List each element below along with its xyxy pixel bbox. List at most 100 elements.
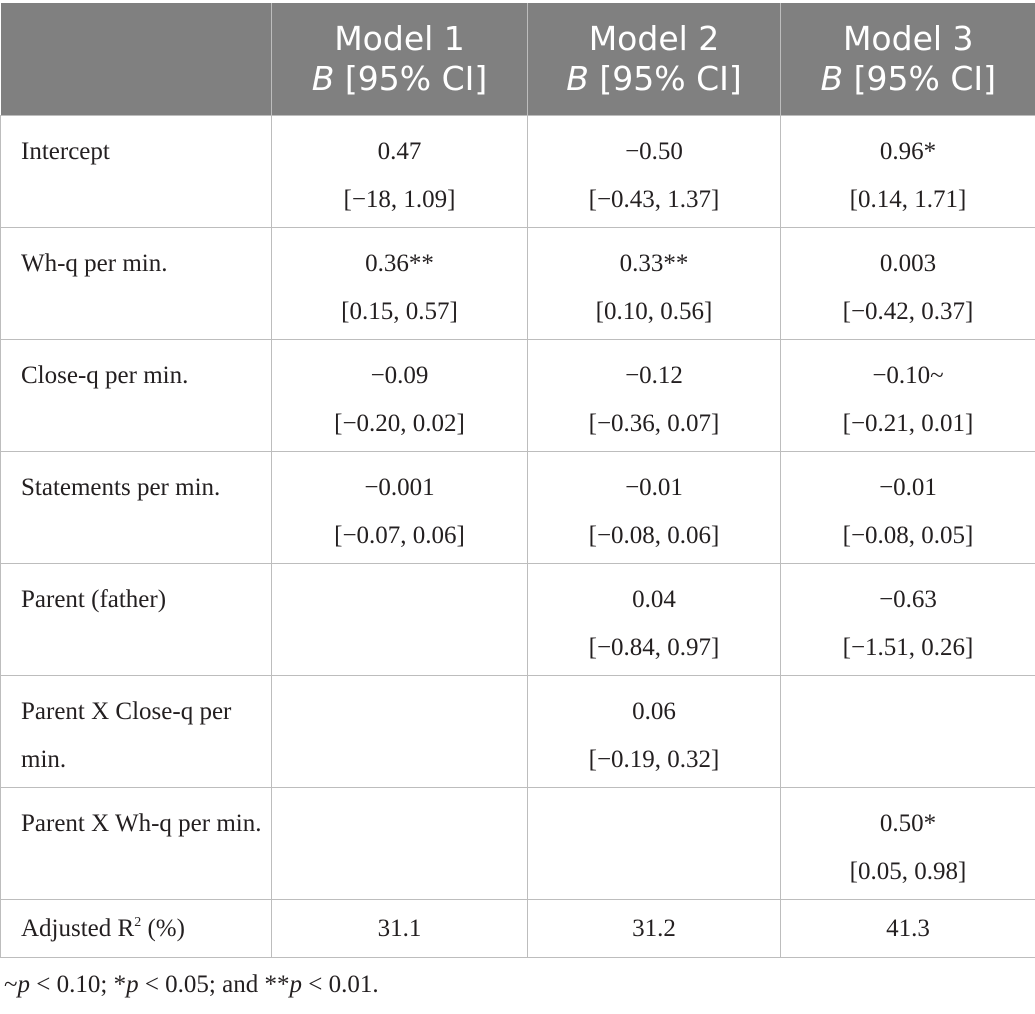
table-cell: −0.01 [−0.08, 0.06] — [527, 451, 781, 564]
table-cell: 0.50* [0.05, 0.98] — [780, 787, 1035, 900]
model-2-name: Model 2 — [588, 19, 720, 58]
footnote-p-symbol: p — [126, 971, 139, 998]
table-cell: 0.36** [0.15, 0.57] — [271, 227, 528, 340]
row-label: Parent X Wh-q per min. — [0, 787, 272, 900]
estimate: −0.01 — [625, 474, 683, 501]
estimate: 0.04 — [632, 586, 676, 613]
confidence-interval: [−0.20, 0.02] — [334, 410, 465, 437]
confidence-interval: [−0.42, 0.37] — [842, 298, 974, 325]
row-label: Adjusted R2 (%) — [0, 899, 272, 958]
table-cell — [271, 675, 528, 788]
confidence-interval: [−0.36, 0.07] — [588, 410, 720, 437]
r2-label-superscript: 2 — [134, 915, 142, 930]
table-cell — [271, 563, 528, 676]
footnote-text: < 0.05; and ** — [138, 971, 290, 998]
estimate: 0.36** — [365, 250, 434, 277]
confidence-interval: [−0.84, 0.97] — [588, 634, 720, 661]
row-label: Intercept — [0, 115, 272, 228]
estimate: 0.50* — [879, 810, 937, 837]
estimate: 0.96* — [879, 138, 937, 165]
table-cell: 0.96* [0.14, 1.71] — [780, 115, 1035, 228]
confidence-interval: [−0.07, 0.06] — [334, 522, 465, 549]
header-corner-cell — [0, 3, 272, 116]
r2-value-model-2: 31.2 — [527, 899, 781, 958]
model-3-stat-ci: [95% CI] — [853, 59, 996, 98]
estimate: −0.09 — [370, 362, 429, 389]
table-row: Wh-q per min. 0.36** [0.15, 0.57] 0.33** [… — [0, 227, 1035, 340]
estimate: −0.12 — [625, 362, 683, 389]
model-2-stat-symbol: B — [566, 59, 589, 98]
table-footnote: ~p < 0.10; *p < 0.05; and **p < 0.01. — [4, 970, 379, 1000]
confidence-interval: [−0.21, 0.01] — [842, 410, 974, 437]
table-cell: 0.33** [0.10, 0.56] — [527, 227, 781, 340]
footnote-p-symbol: p — [289, 971, 302, 998]
confidence-interval: [−0.08, 0.06] — [588, 522, 720, 549]
table-cell — [271, 787, 528, 900]
header-row: Model 1 B [95% CI] Model 2 B [95% CI] Mo… — [0, 3, 1035, 116]
model-2-stat: B [95% CI] — [528, 59, 780, 99]
estimate: 0.33** — [619, 250, 689, 277]
r2-label-suffix: (%) — [141, 915, 185, 942]
estimate: 0.06 — [632, 698, 676, 725]
table-cell: −0.09 [−0.20, 0.02] — [271, 339, 528, 452]
model-3-stat-symbol: B — [820, 59, 844, 98]
row-label: Statements per min. — [0, 451, 272, 564]
table-cell: 0.06 [−0.19, 0.32] — [527, 675, 781, 788]
table-cell: −0.10~ [−0.21, 0.01] — [780, 339, 1035, 452]
table-cell: −0.12 [−0.36, 0.07] — [527, 339, 781, 452]
confidence-interval: [0.14, 1.71] — [849, 186, 967, 213]
table-row: Close-q per min. −0.09 [−0.20, 0.02] −0.1… — [0, 339, 1035, 452]
estimate: −0.50 — [625, 138, 683, 165]
r2-value-model-1: 31.1 — [271, 899, 528, 958]
header-model-1: Model 1 B [95% CI] — [271, 3, 528, 116]
model-3-stat: B [95% CI] — [781, 59, 1035, 99]
confidence-interval: [−0.19, 0.32] — [588, 746, 720, 773]
footnote-tilde: ~ — [4, 971, 18, 998]
table-cell: −0.001 [−0.07, 0.06] — [271, 451, 528, 564]
model-2-stat-ci: [95% CI] — [599, 59, 742, 98]
confidence-interval: [−1.51, 0.26] — [842, 634, 974, 661]
header-model-3: Model 3 B [95% CI] — [780, 3, 1035, 116]
header-model-2: Model 2 B [95% CI] — [527, 3, 781, 116]
adjusted-r2-row: Adjusted R2 (%) 31.1 31.2 41.3 — [0, 899, 1035, 958]
estimate: −0.63 — [879, 586, 937, 613]
regression-table: Model 1 B [95% CI] Model 2 B [95% CI] Mo… — [0, 3, 1035, 958]
table-cell: 0.003 [−0.42, 0.37] — [780, 227, 1035, 340]
estimate: −0.001 — [364, 474, 435, 501]
footnote-p-symbol: p — [17, 971, 31, 998]
confidence-interval: [0.05, 0.98] — [849, 858, 967, 885]
table-cell: 0.47 [−18, 1.09] — [271, 115, 528, 228]
table-row: Parent X Close-q per min. 0.06 [−0.19, 0.… — [0, 675, 1035, 788]
r2-value-model-3: 41.3 — [780, 899, 1035, 958]
confidence-interval: [−0.08, 0.05] — [842, 522, 974, 549]
table-row: Intercept 0.47 [−18, 1.09] −0.50 [−0.43, 1… — [0, 115, 1035, 228]
table-cell: −0.50 [−0.43, 1.37] — [527, 115, 781, 228]
table-cell: −0.01 [−0.08, 0.05] — [780, 451, 1035, 564]
confidence-interval: [0.10, 0.56] — [595, 298, 713, 325]
model-1-stat: B [95% CI] — [272, 59, 527, 99]
table-row: Statements per min. −0.001 [−0.07, 0.06] … — [0, 451, 1035, 564]
model-1-stat-symbol: B — [311, 59, 335, 98]
footnote-text: < 0.10; * — [30, 971, 127, 998]
table-cell — [527, 787, 781, 900]
model-1-stat-ci: [95% CI] — [344, 59, 488, 98]
confidence-interval: [−0.43, 1.37] — [588, 186, 720, 213]
confidence-interval: [−18, 1.09] — [343, 186, 456, 213]
estimate: −0.01 — [879, 474, 937, 501]
footnote-text: < 0.01. — [301, 971, 379, 998]
table-row: Parent X Wh-q per min. 0.50* [0.05, 0.98] — [0, 787, 1035, 900]
model-1-name: Model 1 — [334, 19, 465, 58]
table-cell — [780, 675, 1035, 788]
r2-label-prefix: Adjusted R — [21, 915, 135, 942]
estimate: −0.10~ — [872, 362, 944, 389]
table-row: Parent (father) 0.04 [−0.84, 0.97] −0.63 [… — [0, 563, 1035, 676]
estimate: 0.47 — [377, 138, 422, 165]
table-cell: 0.04 [−0.84, 0.97] — [527, 563, 781, 676]
row-label: Parent (father) — [0, 563, 272, 676]
confidence-interval: [0.15, 0.57] — [341, 298, 458, 325]
row-label: Wh-q per min. — [0, 227, 272, 340]
row-label: Parent X Close-q per min. — [0, 675, 272, 788]
model-3-name: Model 3 — [842, 19, 974, 58]
row-label: Close-q per min. — [0, 339, 272, 452]
estimate: 0.003 — [879, 250, 937, 277]
